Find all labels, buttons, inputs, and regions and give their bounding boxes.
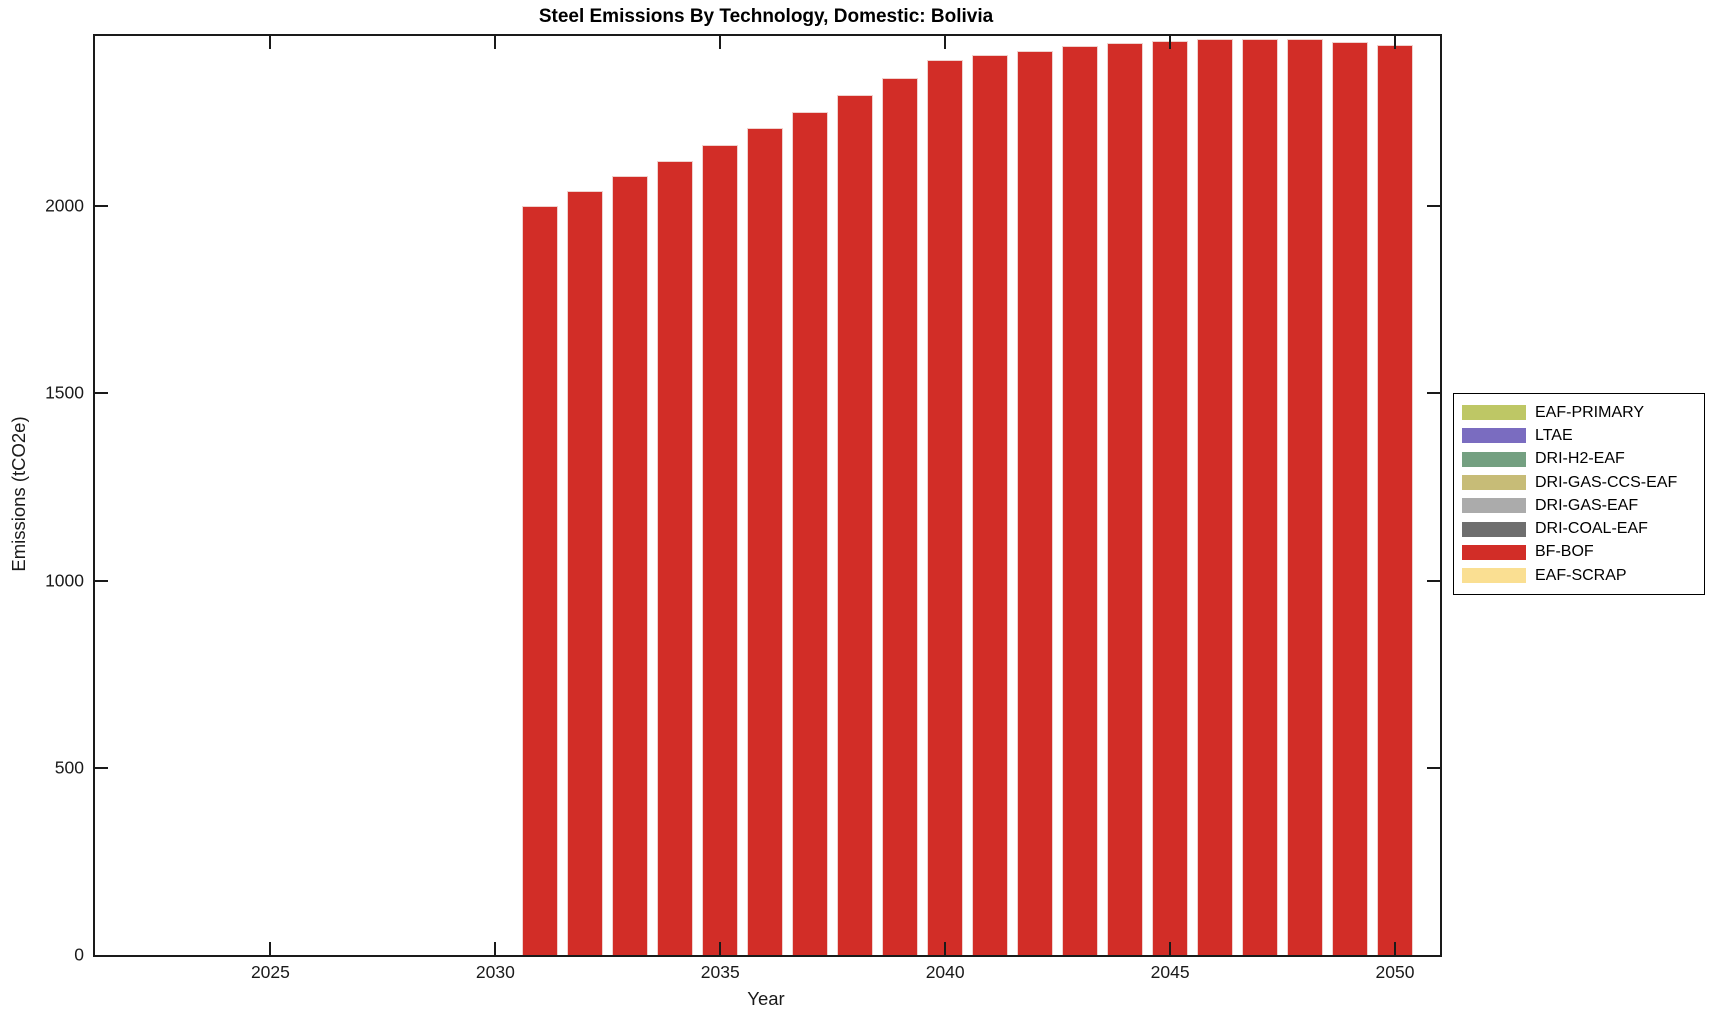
y-axis-tick-labels: 0 500 1000 1500 2000 (0, 36, 84, 965)
legend-color-swatch (1462, 475, 1526, 491)
x-tick-mark (1169, 942, 1172, 955)
legend-item-dri-coal-eaf: DRI-COAL-EAF (1462, 517, 1696, 540)
chart-title: Steel Emissions By Technology, Domestic:… (538, 6, 994, 27)
legend-item-bf-bof: BF-BOF (1462, 541, 1696, 564)
bar-bf-bof-2045 (1152, 40, 1189, 955)
legend-item-eaf-primary: EAF-PRIMARY (1462, 401, 1696, 424)
x-tick-label: 2025 (250, 962, 290, 982)
x-tick-label: 2045 (1150, 962, 1190, 982)
y-tick-label: 0 (74, 944, 84, 965)
x-tick-mark (1394, 942, 1397, 955)
legend-color-swatch (1462, 568, 1526, 584)
x-tick-mark-top (269, 36, 272, 49)
bar-bf-bof-2031 (522, 206, 559, 955)
x-tick-label: 2050 (1375, 962, 1415, 982)
bar-bf-bof-2047 (1242, 38, 1279, 955)
bar-bf-bof-2039 (882, 77, 919, 955)
bar-bf-bof-2044 (1107, 43, 1144, 955)
x-tick-label: 2030 (475, 962, 515, 982)
y-tick-mark-right (1427, 392, 1440, 395)
x-tick-mark-top (1394, 36, 1397, 49)
bar-bf-bof-2046 (1197, 39, 1234, 955)
bar-bf-bof-2048 (1287, 39, 1324, 955)
legend-item-label: DRI-GAS-EAF (1535, 496, 1639, 514)
y-tick-mark (95, 766, 108, 769)
x-tick-mark-top (719, 36, 722, 49)
y-tick-label: 2000 (45, 195, 84, 216)
bar-bf-bof-2035 (702, 144, 739, 955)
legend-item-label: EAF-PRIMARY (1535, 403, 1645, 421)
legend-item-label: LTAE (1535, 426, 1573, 444)
plot-area (93, 34, 1442, 957)
legend: EAF-PRIMARY LTAE DRI-H2-EAF DRI-GAS-CCS-EAF… (1453, 393, 1705, 596)
legend-item-label: EAF-SCRAP (1535, 566, 1627, 584)
legend-item-dri-gas-ccs-eaf: DRI-GAS-CCS-EAF (1462, 471, 1696, 494)
bar-bf-bof-2041 (972, 55, 1009, 955)
y-tick-mark-right (1427, 766, 1440, 769)
bar-bf-bof-2040 (927, 60, 964, 955)
x-tick-mark-top (494, 36, 497, 49)
legend-color-swatch (1462, 451, 1526, 467)
legend-item-ltae: LTAE (1462, 424, 1696, 447)
x-tick-label: 2035 (700, 962, 740, 982)
legend-item-dri-gas-eaf: DRI-GAS-EAF (1462, 494, 1696, 517)
y-tick-mark (95, 205, 108, 208)
bar-bf-bof-2036 (747, 128, 784, 955)
x-tick-label: 2040 (925, 962, 965, 982)
y-axis-title: Emissions (tCO2e) (8, 416, 29, 572)
legend-item-label: DRI-H2-EAF (1535, 450, 1625, 468)
bar-bf-bof-2049 (1332, 41, 1369, 955)
x-tick-mark (944, 942, 947, 955)
y-tick-label: 500 (54, 757, 84, 778)
legend-item-eaf-scrap: EAF-SCRAP (1462, 564, 1696, 587)
x-tick-mark (269, 942, 272, 955)
bar-bf-bof-2050 (1377, 44, 1413, 955)
legend-color-swatch (1462, 498, 1526, 514)
legend-color-swatch (1462, 428, 1526, 444)
legend-color-swatch (1462, 521, 1526, 537)
legend-color-swatch (1462, 544, 1526, 560)
x-tick-mark (494, 942, 497, 955)
legend-item-label: DRI-COAL-EAF (1535, 520, 1648, 538)
legend-color-swatch (1462, 405, 1526, 421)
x-axis-title: Year (747, 988, 785, 1009)
x-tick-mark (719, 942, 722, 955)
x-tick-mark-top (944, 36, 947, 49)
legend-item-label: BF-BOF (1535, 543, 1594, 561)
bar-bf-bof-2038 (837, 95, 874, 955)
y-tick-mark (95, 392, 108, 395)
y-tick-mark-right (1427, 579, 1440, 582)
y-tick-label: 1500 (45, 382, 84, 403)
legend-item-label: DRI-GAS-CCS-EAF (1535, 473, 1678, 491)
y-tick-mark (95, 579, 108, 582)
x-tick-mark-top (1169, 36, 1172, 49)
legend-item-dri-h2-eaf: DRI-H2-EAF (1462, 448, 1696, 471)
bar-bf-bof-2043 (1062, 46, 1099, 955)
bar-bf-bof-2033 (612, 176, 649, 955)
bar-bf-bof-2042 (1017, 50, 1054, 955)
y-tick-label: 1000 (45, 570, 84, 591)
bar-bf-bof-2037 (792, 112, 829, 955)
y-tick-mark-right (1427, 205, 1440, 208)
bar-bf-bof-2032 (567, 191, 604, 955)
x-axis-tick-labels: 2025 2030 2035 2040 2045 2050 (95, 962, 1440, 986)
bar-bf-bof-2034 (657, 160, 694, 955)
